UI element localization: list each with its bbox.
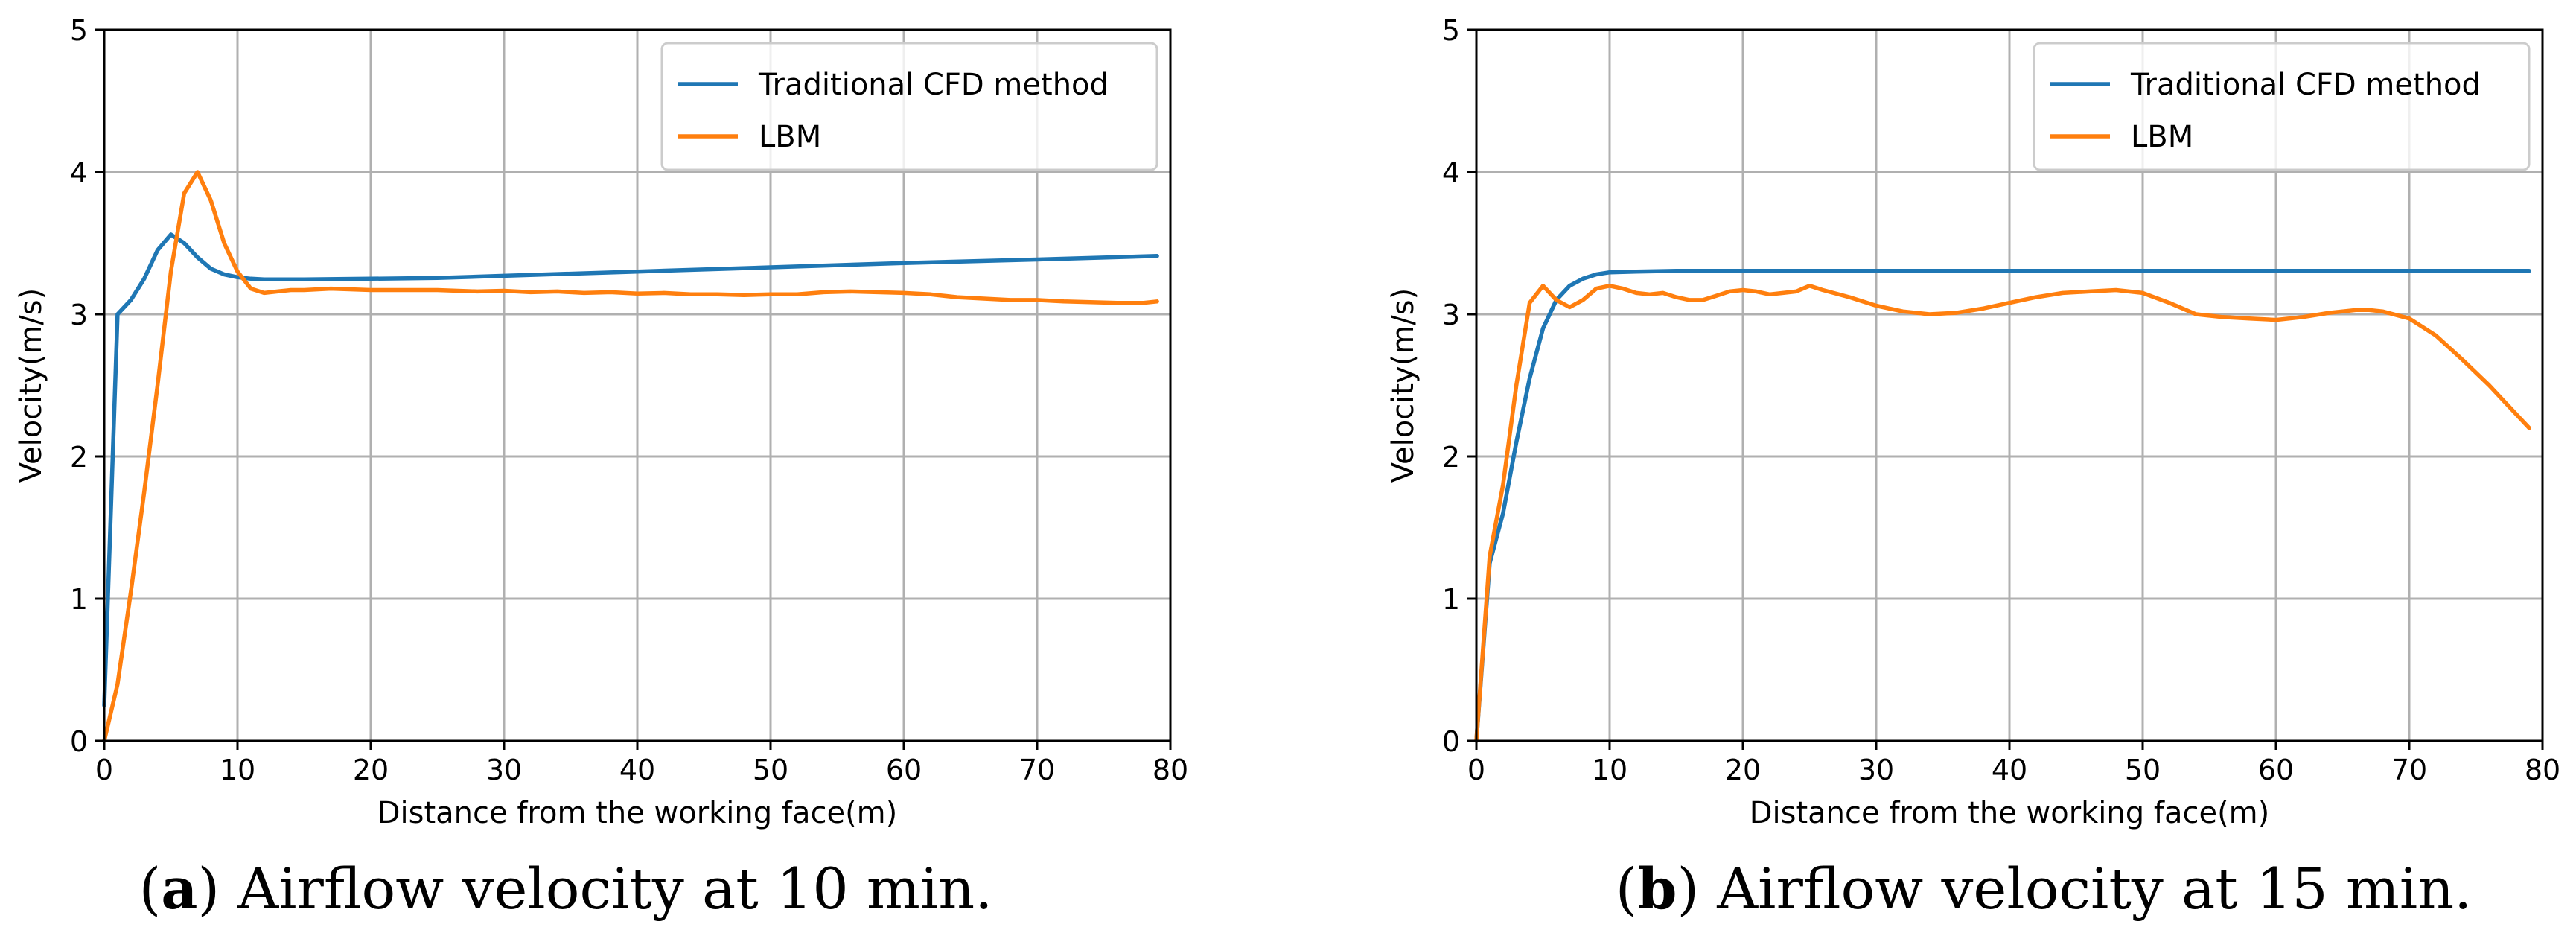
x-tick-label: 10	[220, 754, 255, 786]
x-tick-label: 20	[1725, 754, 1761, 786]
x-tick-label: 70	[2391, 754, 2427, 786]
x-axis-label: Distance from the working face(m)	[1750, 796, 2270, 830]
y-tick-label: 0	[70, 725, 88, 758]
x-tick-label: 40	[619, 754, 655, 786]
chart-panel-a: 0 10 20 30 40 50 60 70 80 0 1 2 3 4 5 Distance from the…	[14, 14, 1188, 922]
x-tick-label: 0	[95, 754, 113, 786]
x-tick-label: 70	[1019, 754, 1055, 786]
y-tick-label: 4	[1442, 156, 1460, 189]
x-tick-label: 30	[486, 754, 522, 786]
chart-panel-b: 0 10 20 30 40 50 60 70 80 0 1 2 3 4 5 Distance from the…	[1386, 14, 2560, 922]
x-tick-label: 50	[753, 754, 788, 786]
y-tick-label: 3	[1442, 299, 1460, 331]
x-tick-label: 80	[2525, 754, 2560, 786]
y-tick-label: 2	[70, 441, 88, 474]
y-tick-label: 5	[70, 14, 88, 47]
legend-label-cfd: Traditional CFD method	[758, 68, 1109, 102]
legend-box	[2033, 42, 2531, 171]
x-tick-label: 60	[2258, 754, 2294, 786]
series-line-lbm	[102, 170, 1159, 743]
y-tick-label: 2	[1442, 441, 1460, 474]
x-tick-label: 0	[1467, 754, 1485, 786]
series-line-cfd	[1474, 268, 2531, 743]
caption-paren: (	[139, 856, 162, 922]
x-tick-label: 20	[353, 754, 389, 786]
series-line-lbm	[1474, 284, 2531, 743]
x-tick-label: 30	[1858, 754, 1894, 786]
caption-letter: a	[161, 856, 197, 922]
caption-letter: b	[1637, 856, 1677, 922]
x-axis-label: Distance from the working face(m)	[377, 796, 898, 830]
x-tick-label: 80	[1152, 754, 1188, 786]
y-tick-label: 5	[1442, 14, 1460, 47]
caption-text: ) Airflow velocity at 15 min.	[1677, 856, 2472, 922]
y-tick-label: 4	[70, 156, 88, 189]
legend-label-lbm: LBM	[2131, 120, 2193, 154]
legend-box	[660, 42, 1158, 171]
series-line-cfd	[102, 232, 1159, 708]
panel-caption: (b) Airflow velocity at 15 min.	[1616, 856, 2473, 922]
y-tick-label: 0	[1442, 725, 1460, 758]
panel-caption: (a) Airflow velocity at 10 min.	[139, 856, 993, 922]
y-axis-label: Velocity(m/s)	[14, 288, 48, 483]
x-tick-label: 50	[2125, 754, 2161, 786]
legend: Traditional CFD method LBM	[660, 42, 1158, 171]
legend-label-lbm: LBM	[759, 120, 821, 154]
caption-paren: (	[1616, 856, 1638, 922]
caption-text: ) Airflow velocity at 10 min.	[198, 856, 993, 922]
x-tick-label: 10	[1592, 754, 1627, 786]
y-axis-label: Velocity(m/s)	[1386, 288, 1421, 483]
x-tick-label: 40	[1992, 754, 2027, 786]
legend: Traditional CFD method LBM	[2033, 42, 2531, 171]
y-tick-label: 1	[70, 583, 88, 616]
y-tick-label: 1	[1442, 583, 1460, 616]
y-tick-label: 3	[70, 299, 88, 331]
x-tick-label: 60	[886, 754, 922, 786]
legend-label-cfd: Traditional CFD method	[2130, 68, 2481, 102]
